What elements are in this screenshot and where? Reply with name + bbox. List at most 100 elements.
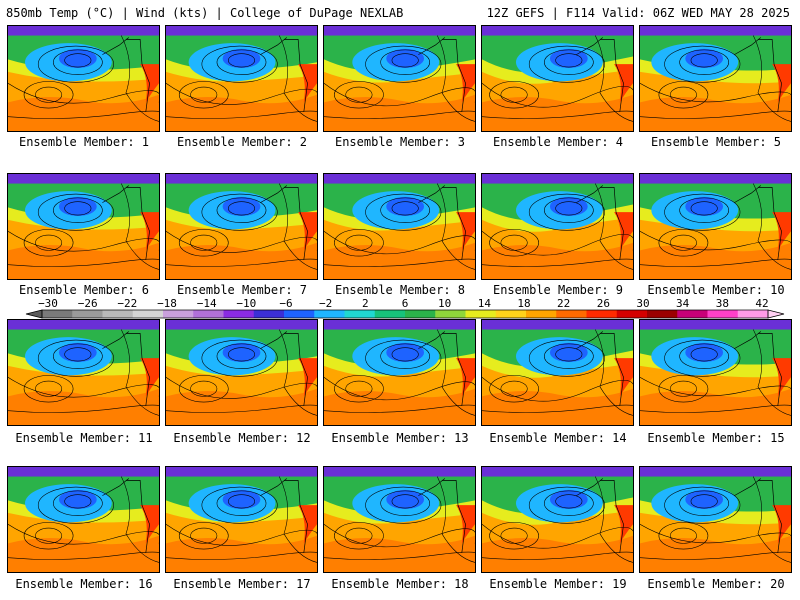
ensemble-map-panel [323, 25, 476, 132]
temperature-wind-map [482, 174, 633, 279]
ensemble-map-panel [7, 466, 160, 573]
colorbar-tick-label: −30 [38, 297, 58, 310]
temperature-wind-map [8, 174, 159, 279]
colorbar-min-arrow [25, 309, 43, 319]
ensemble-map-panel [639, 466, 792, 573]
colorbar-bin [193, 310, 224, 318]
ensemble-member-label: Ensemble Member: 13 [331, 431, 469, 445]
colorbar-bin [314, 310, 345, 318]
colorbar-tick-label: 10 [438, 297, 451, 310]
temperature-wind-map [166, 26, 317, 131]
colorbar-tick-label: 6 [402, 297, 409, 310]
ensemble-map-panel [7, 173, 160, 280]
ensemble-member-label: Ensemble Member: 4 [492, 135, 624, 149]
ensemble-map-panel [323, 466, 476, 573]
ensemble-map-panel [7, 319, 160, 426]
colorbar-bin [102, 310, 134, 318]
colorbar-tick-label: 14 [478, 297, 492, 310]
ensemble-member-label: Ensemble Member: 1 [18, 135, 150, 149]
temperature-wind-map [8, 26, 159, 131]
ensemble-member-label: Ensemble Member: 9 [492, 283, 624, 297]
ensemble-map-panel [165, 466, 318, 573]
ensemble-member-label: Ensemble Member: 18 [331, 577, 469, 591]
colorbar-tick-label: 22 [557, 297, 570, 310]
colorbar-bin [556, 310, 587, 318]
ensemble-map-panel [165, 25, 318, 132]
temperature-colorbar: −30 −26 −22 −18 −14 −10 −6 −2 2 6 10 14 18 22 26 30 34 38… [25, 297, 785, 319]
colorbar-bin [253, 310, 285, 318]
ensemble-map-panel [165, 319, 318, 426]
model-run-info: 12Z GEFS | F114 Valid: 06Z WED MAY 28 20… [486, 6, 790, 20]
colorbar-bin [132, 310, 164, 318]
colorbar-bin [616, 310, 648, 318]
ensemble-member-label: Ensemble Member: 5 [650, 135, 782, 149]
temperature-wind-map [482, 320, 633, 425]
ensemble-map-panel [7, 25, 160, 132]
ensemble-member-label: Ensemble Member: 19 [489, 577, 627, 591]
temperature-wind-map [640, 174, 791, 279]
ensemble-map-panel [323, 173, 476, 280]
temperature-wind-map [324, 174, 475, 279]
ensemble-map-panel [481, 319, 634, 426]
ensemble-map-panel [481, 25, 634, 132]
ensemble-member-label: Ensemble Member: 15 [647, 431, 785, 445]
ensemble-member-label: Ensemble Member: 12 [173, 431, 311, 445]
ensemble-member-label: Ensemble Member: 20 [647, 577, 785, 591]
colorbar-bin [435, 310, 466, 318]
ensemble-member-label: Ensemble Member: 14 [489, 431, 627, 445]
ensemble-map-panel [639, 25, 792, 132]
ensemble-map-panel [639, 173, 792, 280]
colorbar-tick-label: 2 [362, 297, 369, 310]
ensemble-member-label: Ensemble Member: 16 [15, 577, 153, 591]
temperature-wind-map [166, 320, 317, 425]
colorbar-tick-label: 18 [517, 297, 530, 310]
temperature-wind-map [640, 467, 791, 572]
colorbar-max-arrow [767, 309, 785, 319]
colorbar-tick-label: −10 [236, 297, 256, 310]
ensemble-member-label: Ensemble Member: 8 [334, 283, 466, 297]
temperature-wind-map [8, 320, 159, 425]
colorbar-tick-label: 34 [676, 297, 690, 310]
ensemble-map-panel [323, 319, 476, 426]
colorbar-bin [405, 310, 436, 318]
colorbar-tick-label: 38 [716, 297, 729, 310]
ensemble-map-panel [481, 466, 634, 573]
ensemble-map-panel [639, 319, 792, 426]
colorbar-bin [223, 310, 255, 318]
colorbar-tick-label: 26 [597, 297, 610, 310]
colorbar-bin [647, 310, 678, 318]
map-title: 850mb Temp (°C) | Wind (kts) | College o… [6, 6, 404, 20]
temperature-wind-map [482, 26, 633, 131]
colorbar-outline [41, 309, 769, 319]
colorbar-tick-label: −26 [78, 297, 98, 310]
temperature-wind-map [482, 467, 633, 572]
colorbar-bin [737, 310, 769, 318]
temperature-wind-map [166, 467, 317, 572]
temperature-wind-map [640, 26, 791, 131]
ensemble-member-label: Ensemble Member: 7 [176, 283, 308, 297]
colorbar-bin [677, 310, 708, 318]
colorbar-tick-label: −18 [157, 297, 177, 310]
ensemble-member-label: Ensemble Member: 2 [176, 135, 308, 149]
ensemble-member-label: Ensemble Member: 17 [173, 577, 311, 591]
colorbar-tick-label: −6 [279, 297, 292, 310]
colorbar-bin [284, 310, 315, 318]
ensemble-member-label: Ensemble Member: 11 [15, 431, 153, 445]
colorbar-bin [344, 310, 376, 318]
temperature-wind-map [324, 467, 475, 572]
temperature-wind-map [8, 467, 159, 572]
colorbar-bin [465, 310, 497, 318]
ensemble-member-label: Ensemble Member: 10 [647, 283, 785, 297]
colorbar-tick-label: −14 [197, 297, 217, 310]
ensemble-member-label: Ensemble Member: 6 [18, 283, 150, 297]
colorbar-tick-label: 30 [636, 297, 649, 310]
colorbar-bin [526, 310, 557, 318]
colorbar-bin [374, 310, 406, 318]
temperature-wind-map [640, 320, 791, 425]
colorbar-bin [42, 310, 73, 318]
ensemble-member-label: Ensemble Member: 3 [334, 135, 466, 149]
ensemble-map-panel [481, 173, 634, 280]
colorbar-tick-label: −22 [117, 297, 137, 310]
ensemble-map-panel [165, 173, 318, 280]
colorbar-bin [72, 310, 103, 318]
